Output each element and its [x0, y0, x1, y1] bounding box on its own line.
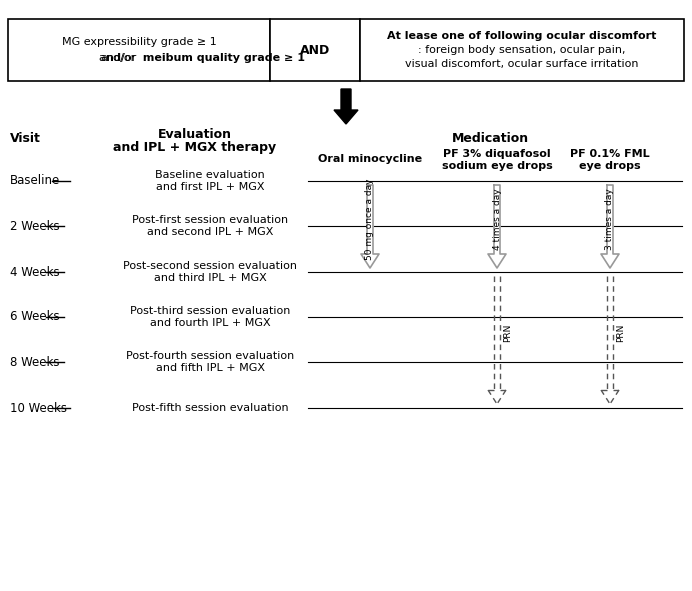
- Polygon shape: [334, 89, 358, 124]
- Bar: [270, 19, 360, 81]
- Polygon shape: [488, 185, 506, 268]
- Text: 50 mg once a day: 50 mg once a day: [365, 178, 374, 260]
- Text: visual discomfort, ocular surface irritation: visual discomfort, ocular surface irrita…: [406, 59, 639, 69]
- Text: 2 Weeks: 2 Weeks: [10, 219, 60, 232]
- Text: meibum quality grade ≥ 1: meibum quality grade ≥ 1: [139, 53, 305, 63]
- Text: PRN: PRN: [616, 324, 625, 342]
- Text: 4 times a day: 4 times a day: [493, 189, 502, 251]
- Text: and second IPL + MGX: and second IPL + MGX: [147, 227, 273, 237]
- Text: MG expressibility grade ≥ 1: MG expressibility grade ≥ 1: [62, 37, 217, 47]
- Text: Visit: Visit: [10, 132, 41, 145]
- Text: At lease one of following ocular discomfort: At lease one of following ocular discomf…: [388, 31, 657, 41]
- Text: Post-fifth session evaluation: Post-fifth session evaluation: [131, 403, 289, 413]
- Text: Post-fourth session evaluation: Post-fourth session evaluation: [126, 351, 294, 361]
- Text: eye drops: eye drops: [579, 161, 641, 171]
- Text: 4 Weeks: 4 Weeks: [10, 265, 60, 278]
- Bar: [8, 19, 270, 81]
- Text: PRN: PRN: [503, 324, 512, 342]
- Text: Medication: Medication: [451, 132, 529, 145]
- Text: 6 Weeks: 6 Weeks: [10, 310, 60, 323]
- Text: 3 times a day: 3 times a day: [606, 189, 614, 251]
- Text: : foreign body sensation, ocular pain,: : foreign body sensation, ocular pain,: [418, 45, 626, 55]
- Text: and IPL + MGX therapy: and IPL + MGX therapy: [113, 141, 277, 154]
- Polygon shape: [361, 185, 379, 268]
- Text: Baseline: Baseline: [10, 174, 60, 187]
- Text: and fifth IPL + MGX: and fifth IPL + MGX: [156, 363, 264, 373]
- Text: PF 3% diquafosol: PF 3% diquafosol: [443, 149, 551, 159]
- Text: and/or: and/or: [99, 53, 139, 63]
- Text: Post-first session evaluation: Post-first session evaluation: [132, 215, 288, 225]
- Text: 10 Weeks: 10 Weeks: [10, 401, 67, 414]
- Text: and fourth IPL + MGX: and fourth IPL + MGX: [149, 318, 271, 328]
- Text: Post-third session evaluation: Post-third session evaluation: [130, 306, 290, 316]
- Text: 8 Weeks: 8 Weeks: [10, 356, 60, 369]
- Text: and/or: and/or: [101, 53, 137, 63]
- Bar: [360, 19, 684, 81]
- Text: PF 0.1% FML: PF 0.1% FML: [570, 149, 650, 159]
- Text: and third IPL + MGX: and third IPL + MGX: [154, 273, 266, 283]
- Text: and first IPL + MGX: and first IPL + MGX: [156, 182, 264, 192]
- Text: sodium eye drops: sodium eye drops: [441, 161, 552, 171]
- Text: Baseline evaluation: Baseline evaluation: [155, 170, 265, 180]
- Text: Oral minocycline: Oral minocycline: [318, 154, 422, 164]
- Text: Evaluation: Evaluation: [158, 128, 232, 141]
- Text: Post-second session evaluation: Post-second session evaluation: [123, 261, 297, 271]
- Text: AND: AND: [300, 44, 330, 57]
- Polygon shape: [601, 185, 619, 268]
